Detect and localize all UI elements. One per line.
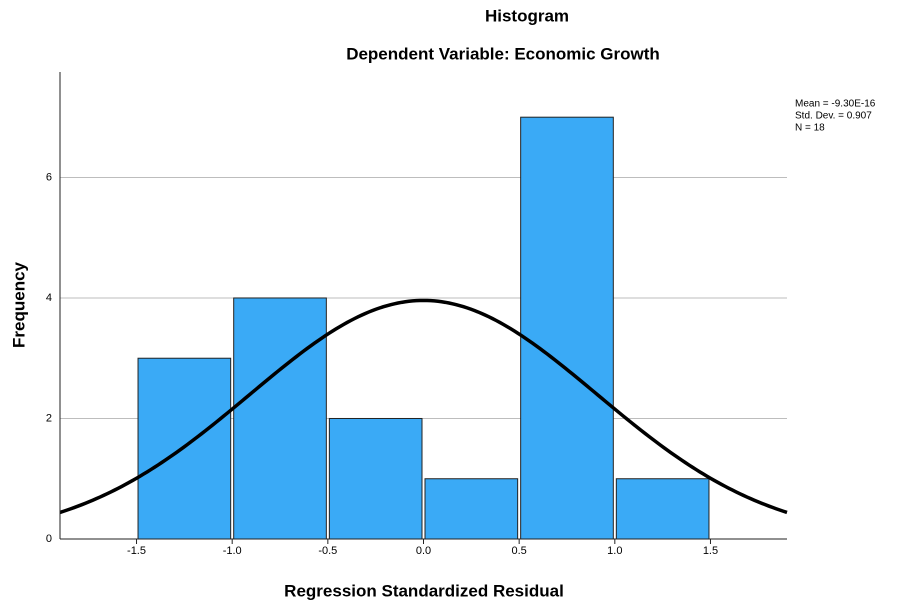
stat-mean: Mean = -9.30E-16 [795, 99, 876, 110]
bar [424, 478, 519, 540]
stat-std-dev: Std. Dev. = 0.907 [795, 111, 872, 122]
x-tick-label: 1.5 [703, 545, 718, 557]
x-tick-label: -1.5 [127, 545, 146, 557]
y-axis-label: Frequency [9, 261, 28, 348]
x-tick-label: 1.0 [607, 545, 622, 557]
chart-title: Histogram [485, 6, 569, 25]
y-tick-label: 2 [46, 412, 52, 424]
bar [520, 116, 614, 540]
x-tick-label: -1.0 [223, 545, 242, 557]
x-tick-label: 0.0 [416, 545, 431, 557]
normal-curve [59, 298, 788, 515]
chart-subtitle: Dependent Variable: Economic Growth [346, 44, 660, 63]
x-axis-label: Regression Standardized Residual [284, 581, 564, 600]
y-tick-label: 6 [46, 171, 52, 183]
x-tick-label: 0.5 [512, 545, 527, 557]
y-tick-label: 0 [46, 533, 52, 545]
x-tick-label: -0.5 [318, 545, 337, 557]
bar [615, 478, 710, 540]
y-tick-label: 4 [46, 292, 52, 304]
stat-n: N = 18 [795, 123, 825, 134]
bar [328, 417, 423, 540]
bar [233, 297, 327, 540]
